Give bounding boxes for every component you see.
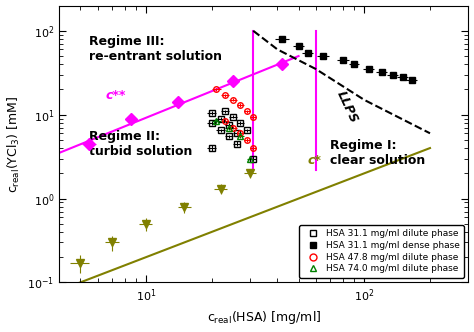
Text: LLPS: LLPS [334, 89, 361, 125]
Text: c*: c* [308, 154, 321, 167]
Text: Regime III:
re-entrant solution: Regime III: re-entrant solution [89, 36, 222, 63]
Text: Regime I:
clear solution: Regime I: clear solution [330, 139, 426, 167]
X-axis label: c$_{\rm real}$(HSA) [mg/ml]: c$_{\rm real}$(HSA) [mg/ml] [207, 309, 321, 326]
Text: c**: c** [105, 89, 126, 103]
Y-axis label: c$_{\rm real}$(YCl$_3$) [mM]: c$_{\rm real}$(YCl$_3$) [mM] [6, 95, 22, 193]
Text: Regime II:
turbid solution: Regime II: turbid solution [89, 130, 192, 158]
Legend: HSA 31.1 mg/ml dilute phase, HSA 31.1 mg/ml dense phase, HSA 47.8 mg/ml dilute p: HSA 31.1 mg/ml dilute phase, HSA 31.1 mg… [300, 225, 464, 278]
